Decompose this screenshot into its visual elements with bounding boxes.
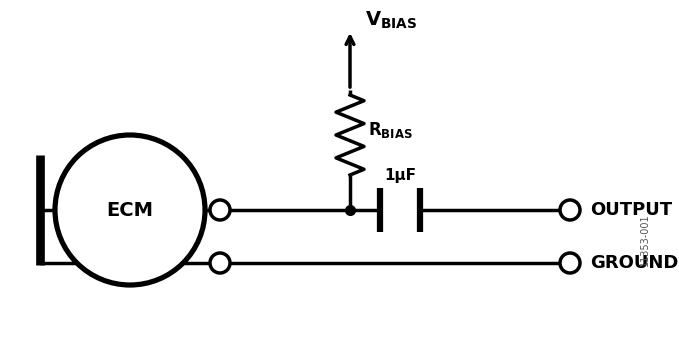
Text: $\mathbf{R_{BIAS}}$: $\mathbf{R_{BIAS}}$ (368, 120, 413, 140)
Text: 1μF: 1μF (384, 168, 416, 183)
Circle shape (55, 135, 205, 285)
Circle shape (210, 253, 230, 273)
Text: ECM: ECM (107, 201, 153, 220)
Circle shape (210, 200, 230, 220)
Text: $\mathbf{V_{BIAS}}$: $\mathbf{V_{BIAS}}$ (365, 9, 417, 31)
Circle shape (560, 253, 580, 273)
Text: OUTPUT: OUTPUT (590, 201, 672, 219)
Text: 11353-001: 11353-001 (640, 214, 650, 266)
Circle shape (560, 200, 580, 220)
Text: GROUND: GROUND (590, 254, 678, 272)
